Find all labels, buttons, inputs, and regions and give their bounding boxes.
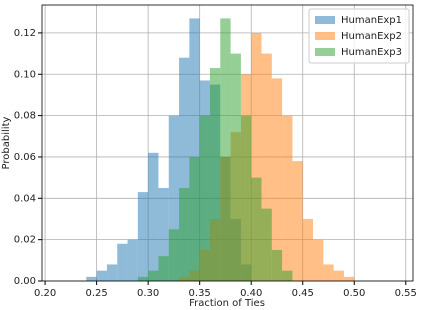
x-tick-label: 0.40 [240, 288, 262, 299]
y-tick-label: 0.10 [14, 69, 36, 80]
y-tick-label: 0.04 [14, 193, 36, 204]
bar [168, 115, 180, 281]
bar [282, 270, 293, 281]
y-tick-label: 0.00 [14, 276, 36, 287]
bar [271, 249, 283, 281]
legend: HumanExp1 HumanExp2 HumanExp3 [308, 8, 410, 64]
bar [261, 53, 272, 281]
bar [323, 264, 334, 281]
bar [137, 276, 149, 281]
bar [343, 276, 355, 281]
y-tick-label: 0.02 [14, 235, 36, 246]
y-axis-label: Probability [1, 116, 12, 169]
bar [127, 239, 138, 281]
bar [230, 53, 241, 281]
bars [86, 18, 355, 282]
bar [313, 239, 324, 281]
bar [117, 243, 128, 281]
bar [179, 187, 190, 281]
bar [271, 78, 283, 282]
legend-label: HumanExp2 [341, 31, 402, 42]
bar [292, 161, 303, 281]
bar [148, 270, 159, 281]
bar [179, 57, 190, 281]
bar [148, 152, 159, 281]
bar [199, 115, 210, 281]
legend-label: HumanExp1 [341, 15, 402, 26]
bar [240, 115, 252, 281]
y-tick-label: 0.06 [14, 152, 36, 163]
legend-swatch [315, 32, 335, 40]
legend-swatch [315, 48, 335, 56]
legend-label: HumanExp3 [341, 47, 402, 58]
axes-frame [41, 4, 414, 282]
x-tick-label: 0.20 [34, 288, 56, 299]
bar [158, 187, 169, 281]
bar [282, 115, 293, 281]
x-tick-label: 0.30 [137, 288, 159, 299]
x-axis-label: Fraction of Ties [189, 298, 265, 309]
x-tick-label: 0.45 [292, 288, 314, 299]
x-tick-label: 0.25 [85, 288, 107, 299]
bar [106, 264, 118, 281]
bar [261, 208, 272, 281]
y-tick-label: 0.12 [14, 28, 36, 39]
bar [251, 32, 262, 281]
bar [96, 270, 107, 281]
legend-swatch [315, 16, 335, 24]
bar [137, 192, 149, 281]
x-tick-label: 0.55 [395, 288, 417, 299]
bar [302, 218, 314, 281]
bar [158, 256, 169, 281]
bar [209, 68, 221, 281]
bar [333, 270, 344, 281]
bar [220, 18, 231, 281]
bar [189, 18, 200, 281]
bar [189, 156, 200, 281]
bar [251, 177, 262, 281]
x-tick-label: 0.50 [343, 288, 365, 299]
x-tick-label: 0.35 [189, 288, 211, 299]
y-tick-label: 0.08 [14, 111, 36, 122]
bar [86, 276, 97, 281]
bar [168, 229, 180, 281]
